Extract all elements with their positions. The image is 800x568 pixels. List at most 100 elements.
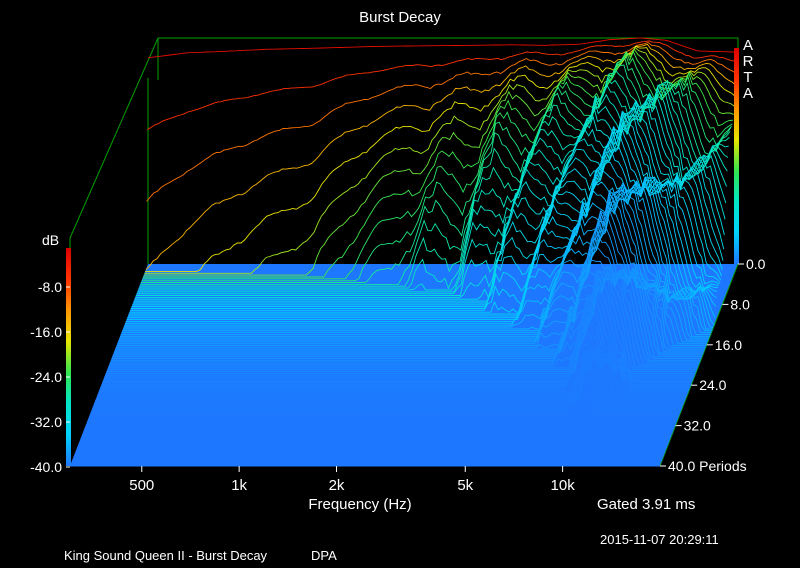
decay-slice bbox=[143, 50, 734, 278]
decay-slice bbox=[82, 429, 673, 435]
decay-slice bbox=[145, 45, 736, 272]
decay-slice bbox=[123, 180, 714, 328]
decay-slice bbox=[95, 345, 686, 400]
frame-right-diagonal bbox=[659, 263, 739, 467]
decay-slice bbox=[128, 148, 719, 317]
period-tick-label: 8.0 bbox=[730, 296, 750, 312]
period-tick-label: 24.0 bbox=[699, 377, 726, 393]
decay-slice bbox=[115, 222, 706, 348]
decay-slice bbox=[141, 56, 732, 282]
freq-tick-label: 1k bbox=[231, 477, 247, 494]
decay-slice bbox=[139, 77, 730, 287]
decay-slice bbox=[105, 270, 696, 374]
decay-slice bbox=[132, 110, 723, 306]
decay-slice bbox=[135, 95, 727, 296]
timestamp: 2015-11-07 20:29:11 bbox=[600, 532, 719, 547]
decay-slice bbox=[140, 63, 732, 283]
decay-slice bbox=[109, 264, 700, 365]
decay-slice bbox=[138, 83, 729, 290]
db-tick-label: -16.0 bbox=[30, 324, 62, 340]
decay-slice bbox=[124, 179, 715, 326]
decay-slice bbox=[80, 430, 670, 441]
db-tick-label: -8.0 bbox=[38, 279, 62, 295]
db-tick-label: -32.0 bbox=[30, 414, 62, 430]
decay-slice bbox=[88, 415, 679, 419]
db-color-scale bbox=[66, 48, 739, 466]
decay-slice bbox=[105, 274, 696, 376]
decay-slice bbox=[140, 70, 731, 285]
decay-slice bbox=[92, 354, 683, 410]
chart-title: Burst Decay bbox=[359, 9, 441, 26]
arta-letter: R bbox=[742, 53, 754, 70]
footer-caption: King Sound Queen II - Burst Decay bbox=[64, 548, 268, 563]
decay-slice bbox=[129, 130, 720, 313]
decay-slice bbox=[96, 346, 687, 398]
period-tick-label: 32.0 bbox=[684, 418, 711, 434]
decay-slice bbox=[110, 268, 701, 361]
decay-slice bbox=[144, 46, 735, 274]
decay-slice bbox=[145, 43, 737, 270]
arta-letter: T bbox=[743, 69, 753, 86]
decay-slice bbox=[135, 100, 726, 298]
decay-slice bbox=[126, 169, 717, 321]
color-scale-bar bbox=[66, 248, 71, 466]
z-axis-label: dB bbox=[42, 232, 60, 248]
decay-slice bbox=[80, 429, 671, 439]
decay-slice bbox=[90, 373, 681, 413]
decay-slice bbox=[112, 267, 703, 356]
decay-slice bbox=[130, 122, 721, 311]
decay-slice bbox=[79, 435, 670, 443]
decay-slice bbox=[106, 269, 697, 372]
footer-mic: DPA bbox=[311, 548, 337, 563]
x-axis-label: Frequency (Hz) bbox=[308, 496, 412, 513]
decay-slice bbox=[111, 267, 702, 359]
decay-slice bbox=[100, 342, 691, 387]
freq-tick-label: 500 bbox=[129, 477, 154, 494]
decay-slice bbox=[107, 265, 698, 369]
decay-slice bbox=[147, 37, 739, 59]
decay-slice bbox=[127, 159, 718, 319]
decay-slice bbox=[103, 293, 694, 380]
decay-slice bbox=[117, 194, 708, 343]
decay-slice bbox=[93, 349, 684, 406]
decay-slice bbox=[115, 233, 706, 350]
axis-ticks: -8.0 -16.0 -24.0 -32.0 -40.0 500 1k 2k 5k 10k 0.0 8… bbox=[30, 256, 766, 494]
decay-slice bbox=[114, 246, 705, 352]
freq-tick-label: 5k bbox=[457, 477, 473, 494]
decay-slice bbox=[136, 92, 728, 295]
freq-tick-label: 2k bbox=[329, 477, 345, 494]
decay-slice bbox=[110, 268, 701, 363]
decay-slice bbox=[95, 348, 685, 402]
decay-slice bbox=[90, 387, 680, 415]
period-tick-label: 16.0 bbox=[715, 337, 742, 353]
decay-slice bbox=[113, 259, 704, 354]
decay-slice bbox=[117, 202, 708, 345]
decay-slice bbox=[147, 40, 738, 131]
decay-slice bbox=[133, 101, 725, 302]
decay-slices bbox=[70, 37, 739, 467]
decay-slice bbox=[102, 317, 693, 384]
decay-slice bbox=[91, 362, 682, 411]
arta-letter: A bbox=[742, 37, 753, 54]
gating-note: Gated 3.91 ms bbox=[597, 496, 696, 513]
period-tick-label: 40.0 Periods bbox=[668, 458, 747, 474]
decay-slice bbox=[128, 137, 719, 315]
decay-slice bbox=[97, 350, 688, 397]
decay-slice bbox=[131, 110, 722, 308]
arta-letter: A bbox=[742, 85, 753, 102]
decay-slice bbox=[89, 402, 680, 417]
decay-slice bbox=[92, 350, 683, 408]
db-tick-label: -24.0 bbox=[30, 369, 62, 385]
decay-slice bbox=[98, 355, 689, 393]
decay-slice bbox=[101, 331, 692, 385]
decay-slice bbox=[116, 213, 707, 346]
decay-slice bbox=[143, 48, 734, 276]
decay-slice bbox=[97, 355, 688, 395]
decay-slice bbox=[118, 190, 709, 341]
decay-slice bbox=[146, 41, 737, 202]
decay-slice bbox=[123, 183, 713, 330]
decay-slice bbox=[102, 306, 693, 382]
period-tick-label: 0.0 bbox=[746, 256, 766, 272]
